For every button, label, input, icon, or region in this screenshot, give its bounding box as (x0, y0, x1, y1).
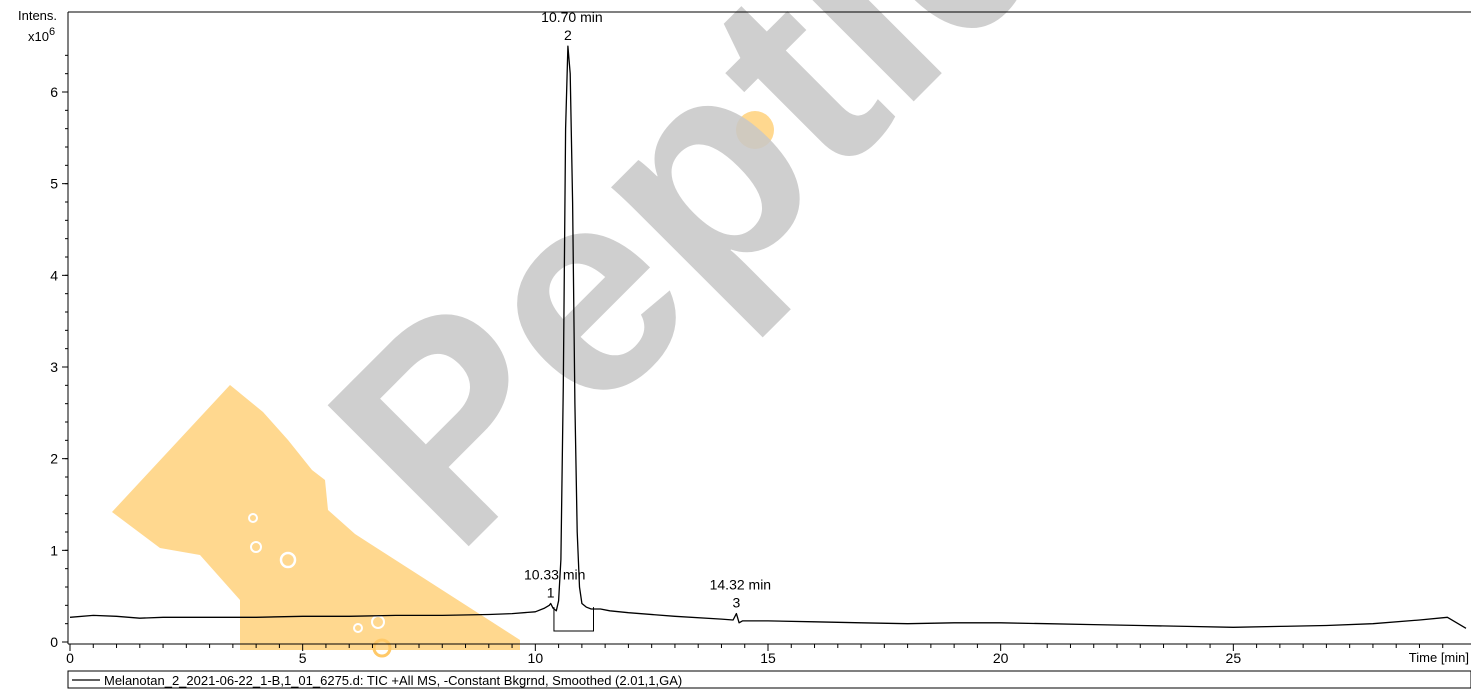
legend-box (67, 670, 1471, 689)
peak-number-label: 3 (732, 595, 740, 611)
y-tick-label: 2 (50, 451, 58, 467)
x-tick-label: 15 (760, 650, 776, 666)
y-tick-label: 6 (50, 84, 58, 100)
watermark: Peptide (112, 0, 1241, 658)
peak-number-label: 1 (547, 585, 555, 601)
y-tick-label: 0 (50, 634, 58, 650)
x-tick-label: 10 (528, 650, 544, 666)
x-tick-label: 25 (1226, 650, 1242, 666)
x-axis-ticks: 0 5 10 15 20 25 (66, 644, 1444, 666)
legend-entry: Melanotan_2_2021-06-22_1-B,1_01_6275.d: … (104, 673, 682, 688)
watermark-dot (736, 111, 774, 149)
y-axis-label: Intens. (18, 8, 57, 23)
peak-time-label: 10.70 min (541, 9, 602, 25)
y-axis-ticks: 0 1 2 3 4 5 6 (50, 54, 68, 650)
vial-icon (112, 385, 520, 658)
x-tick-label: 5 (299, 650, 307, 666)
peak-time-label: 14.32 min (710, 577, 771, 593)
x-tick-label: 20 (993, 650, 1009, 666)
peak-number-label: 2 (564, 27, 572, 43)
x-tick-label: 0 (66, 650, 74, 666)
y-axis-scale-base: x10 (28, 29, 49, 44)
series-layer (69, 45, 1467, 632)
y-axis-scale-exp: 6 (49, 26, 55, 38)
y-tick-label: 5 (50, 176, 58, 192)
peak-time-label: 10.33 min (524, 567, 585, 583)
x-axis-label: Time [min] (1409, 650, 1469, 665)
y-tick-label: 1 (50, 542, 58, 558)
peak-annotations: 1 10.33 min 2 10.70 min 3 14.32 min (524, 9, 771, 610)
legend: Melanotan_2_2021-06-22_1-B,1_01_6275.d: … (67, 670, 1471, 689)
series-line (69, 45, 1467, 629)
y-tick-label: 4 (50, 267, 58, 283)
watermark-text: Peptide (270, 0, 1241, 605)
y-axis-scale: x106 (28, 26, 55, 44)
plot-frame (67, 11, 1471, 645)
y-tick-label: 3 (50, 359, 58, 375)
integration-box (553, 607, 594, 632)
